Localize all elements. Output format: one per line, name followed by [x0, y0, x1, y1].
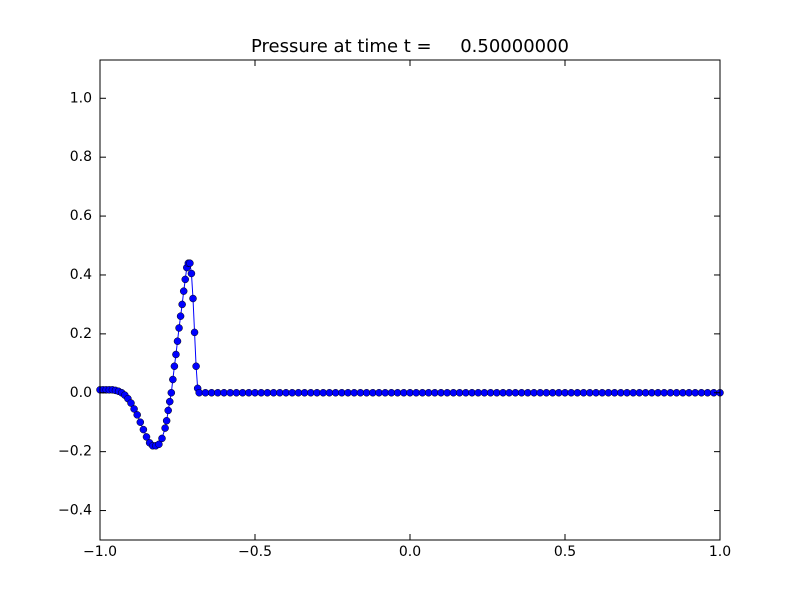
marker: [142, 433, 151, 441]
y-tick-label: 0.0: [70, 385, 92, 401]
x-tick-label: 1.0: [709, 544, 731, 560]
y-tick-label: 0.4: [70, 267, 92, 283]
marker: [172, 350, 180, 359]
marker: [192, 362, 200, 371]
x-tick-label: 0.0: [399, 544, 421, 560]
marker: [164, 406, 172, 415]
marker: [173, 337, 182, 345]
marker: [166, 397, 174, 406]
marker: [201, 389, 210, 397]
marker: [136, 418, 145, 426]
x-tick-label: −0.5: [238, 544, 272, 560]
marker: [139, 425, 148, 434]
y-tick-label: 0.6: [70, 208, 92, 224]
y-tick-label: 0.8: [70, 149, 92, 165]
y-tick-label: 1.0: [70, 90, 92, 106]
marker: [178, 300, 186, 309]
marker: [189, 294, 197, 303]
y-tick-label: −0.2: [58, 444, 92, 460]
marker: [175, 324, 183, 332]
y-tick-label: 0.2: [70, 326, 92, 342]
marker: [190, 328, 199, 337]
marker: [169, 375, 177, 384]
marker: [133, 411, 141, 419]
marker: [127, 399, 135, 407]
marker: [186, 259, 194, 267]
marker: [187, 269, 196, 278]
marker: [176, 312, 185, 320]
chart-title: Pressure at time t = 0.50000000: [251, 36, 569, 57]
marker: [158, 434, 166, 443]
marker: [181, 275, 189, 284]
marker: [155, 440, 163, 449]
marker: [232, 389, 241, 397]
x-tick-label: −1.0: [83, 544, 117, 560]
marker: [161, 424, 169, 432]
marker: [162, 416, 171, 425]
x-tick-label: 0.5: [554, 544, 576, 560]
marker: [167, 389, 176, 397]
marker: [130, 405, 138, 413]
marker: [179, 287, 188, 295]
marker: [170, 362, 179, 371]
y-tick-label: −0.4: [58, 503, 92, 519]
line: [100, 262, 720, 447]
